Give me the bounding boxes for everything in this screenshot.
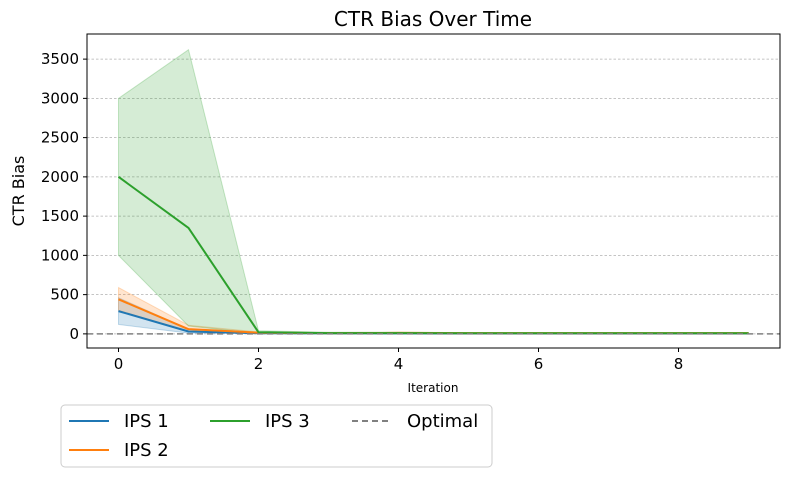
y-tick-label: 1000 (41, 246, 79, 264)
x-tick-label: 6 (534, 355, 544, 373)
ips-3-line (117, 176, 749, 335)
x-tick-label: 2 (254, 355, 264, 373)
ips-1-legend-label: IPS 1 (124, 411, 169, 432)
y-axis-label: CTR Bias (9, 156, 28, 227)
optimal-legend-label: Optimal (407, 411, 478, 432)
y-tick-label: 3500 (41, 50, 79, 68)
x-tick-label: 4 (394, 355, 404, 373)
y-tick-label: 500 (50, 286, 79, 304)
y-tick-label: 2500 (41, 129, 79, 147)
ips-2-legend-label: IPS 2 (124, 440, 169, 461)
confidence-bands (118, 48, 749, 335)
y-tick-label: 0 (69, 325, 79, 343)
axis-ticks: 0 500 1000 1500 2000 2500 3000 3500 0 2 4 6 8 (41, 50, 683, 373)
x-tick-label: 0 (114, 355, 124, 373)
y-tick-label: 1500 (41, 207, 79, 225)
x-tick-label: 8 (674, 355, 684, 373)
y-tick-label: 2000 (41, 168, 79, 186)
grid-layer (87, 58, 780, 335)
chart-title: CTR Bias Over Time (334, 7, 532, 31)
y-tick-label: 3000 (41, 89, 79, 107)
ips-3-legend-label: IPS 3 (265, 411, 310, 432)
ips-3-confidence-band (118, 48, 749, 335)
x-axis-label: Iteration (408, 381, 459, 395)
series-lines (87, 176, 780, 335)
legend: IPS 1 IPS 2 IPS 3 Optimal (60, 404, 493, 468)
plot-frame (86, 33, 781, 349)
